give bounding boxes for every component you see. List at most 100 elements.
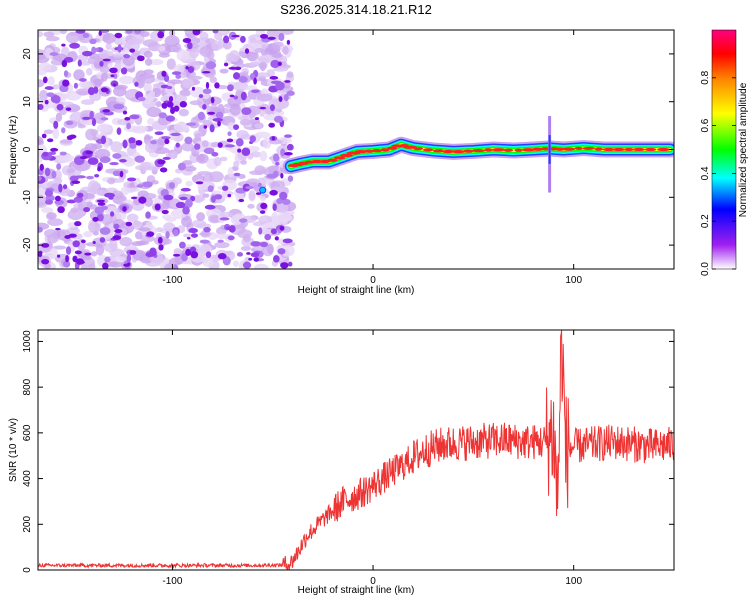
ridge-peak — [594, 147, 603, 151]
noise-blob — [198, 94, 204, 98]
noise-blob — [81, 99, 95, 105]
noise-blob — [161, 136, 171, 140]
noise-blob — [153, 147, 170, 155]
noise-blob — [211, 190, 222, 195]
noise-blob — [65, 254, 69, 263]
noise-blob — [52, 84, 60, 90]
noise-blob — [87, 56, 103, 65]
noise-blob — [254, 117, 260, 120]
noise-blob — [173, 264, 179, 269]
spectrogram-x-ticks: -100 0 100 — [162, 30, 582, 286]
ridge-peak — [327, 158, 338, 162]
noise-blob — [144, 58, 153, 66]
noise-blob — [138, 196, 147, 204]
noise-blob — [124, 117, 131, 121]
noise-blob — [129, 250, 137, 255]
noise-blob — [182, 206, 190, 215]
x-tick-label: -100 — [162, 275, 182, 286]
noise-blob — [202, 257, 214, 267]
noise-blob — [227, 193, 232, 198]
noise-blob — [145, 221, 153, 230]
noise-blob — [78, 81, 90, 88]
noise-blob — [232, 72, 241, 80]
noise-blob — [257, 54, 274, 63]
noise-blob — [250, 241, 262, 247]
noise-blob — [273, 115, 284, 123]
noise-blob — [173, 105, 180, 112]
noise-blob — [117, 191, 124, 200]
noise-blob — [177, 162, 187, 171]
colorbar-tick-label: 0.4 — [700, 166, 711, 180]
noise-blob — [158, 244, 164, 251]
noise-blob — [112, 235, 122, 240]
noise-blob — [234, 66, 242, 71]
noise-blob — [94, 206, 105, 215]
noise-blob — [52, 127, 60, 140]
y-tick-label: 1000 — [22, 330, 33, 353]
noise-blob — [163, 222, 176, 233]
noise-blob — [196, 212, 206, 222]
noise-blob — [80, 239, 86, 244]
noise-blob — [201, 93, 210, 100]
noise-blob — [250, 151, 262, 158]
noise-blob — [142, 181, 153, 188]
noise-blob — [89, 110, 94, 120]
noise-blob — [232, 81, 249, 92]
noise-blob — [237, 148, 242, 153]
noise-blob — [49, 52, 59, 56]
noise-blob — [240, 245, 252, 251]
noise-blob — [143, 93, 152, 105]
noise-blob — [191, 219, 207, 228]
noise-blob — [91, 118, 97, 127]
noise-blob — [185, 66, 189, 70]
noise-blob — [233, 160, 240, 168]
noise-blob — [84, 252, 92, 256]
noise-blob — [232, 260, 239, 267]
y-tick-label: 800 — [22, 378, 33, 395]
noise-blob — [227, 122, 236, 131]
noise-blob — [214, 82, 220, 89]
noise-blob — [38, 194, 47, 207]
noise-blob — [255, 192, 262, 196]
noise-blob — [223, 62, 229, 67]
noise-blob — [187, 66, 195, 74]
noise-blob — [161, 209, 169, 215]
noise-blob — [212, 117, 223, 122]
noise-blob — [44, 99, 49, 105]
noise-blob — [282, 198, 291, 206]
noise-blob — [259, 150, 268, 162]
noise-blob — [94, 47, 99, 52]
noise-blob — [286, 39, 291, 45]
noise-blob — [118, 75, 135, 85]
noise-blob — [72, 255, 78, 263]
noise-blob — [214, 194, 223, 200]
noise-blob — [166, 58, 176, 70]
colorbar-ticks: 0.0 0.2 0.4 0.6 0.8 — [700, 70, 736, 276]
noise-blob — [258, 227, 263, 235]
noise-blob — [173, 122, 190, 133]
noise-blob — [227, 84, 234, 92]
noise-blob — [207, 185, 214, 192]
noise-blob — [114, 32, 123, 39]
colorbar-label: Normalized spectral amplitude — [738, 82, 749, 217]
y-tick-label: 200 — [22, 516, 33, 533]
noise-blob — [134, 231, 143, 240]
colorbar-tick-label: 0.8 — [700, 70, 711, 84]
noise-blob — [166, 101, 174, 108]
noise-blob — [186, 237, 191, 240]
y-tick-label: -10 — [22, 190, 33, 205]
noise-blob — [286, 71, 294, 78]
noise-blob — [217, 239, 224, 243]
noise-blob — [125, 89, 136, 98]
noise-blob — [272, 52, 283, 59]
noise-blob — [139, 161, 152, 171]
noise-blob — [52, 95, 61, 104]
noise-blob — [175, 74, 182, 79]
snr-panel: -100 0 100 0 200 400 600 800 1000 Height of str… — [8, 329, 675, 596]
spectrogram-x-label: Height of straight line (km) — [298, 285, 415, 296]
noise-blob — [79, 156, 88, 160]
noise-blob — [182, 160, 193, 165]
noise-blob — [65, 107, 72, 111]
figure-title: S236.2025.314.18.21.R12 — [280, 2, 432, 17]
noise-blob — [130, 196, 138, 200]
